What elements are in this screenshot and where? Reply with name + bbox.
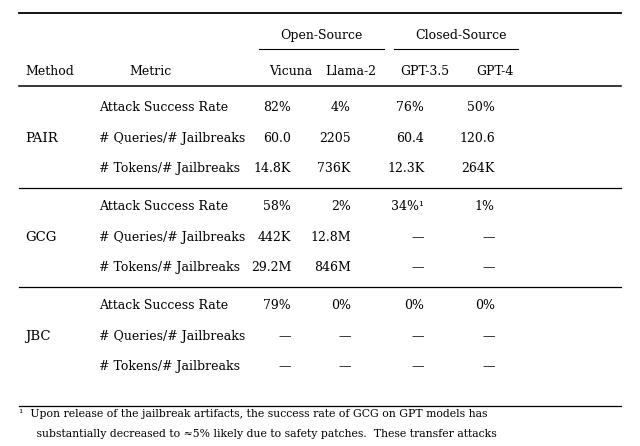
Text: 82%: 82% xyxy=(263,101,291,115)
Text: 58%: 58% xyxy=(263,200,291,214)
Text: —: — xyxy=(412,231,424,244)
Text: 2%: 2% xyxy=(331,200,351,214)
Text: Llama-2: Llama-2 xyxy=(325,65,376,78)
Text: 0%: 0% xyxy=(475,299,495,313)
Text: —: — xyxy=(412,360,424,373)
Text: —: — xyxy=(482,261,495,274)
Text: Vicuna: Vicuna xyxy=(269,65,313,78)
Text: 0%: 0% xyxy=(331,299,351,313)
Text: Open-Source: Open-Source xyxy=(281,29,363,42)
Text: —: — xyxy=(338,360,351,373)
Text: 2205: 2205 xyxy=(319,132,351,145)
Text: —: — xyxy=(482,360,495,373)
Text: 120.6: 120.6 xyxy=(459,132,495,145)
Text: 60.4: 60.4 xyxy=(396,132,424,145)
Text: 12.8M: 12.8M xyxy=(310,231,351,244)
Text: PAIR: PAIR xyxy=(26,132,58,145)
Text: 846M: 846M xyxy=(314,261,351,274)
Text: 34%¹: 34%¹ xyxy=(391,200,424,214)
Text: JBC: JBC xyxy=(26,330,51,343)
Text: Attack Success Rate: Attack Success Rate xyxy=(99,200,228,214)
Text: —: — xyxy=(338,330,351,343)
Text: 14.8K: 14.8K xyxy=(254,162,291,175)
Text: 60.0: 60.0 xyxy=(263,132,291,145)
Text: # Queries/# Jailbreaks: # Queries/# Jailbreaks xyxy=(99,330,246,343)
Text: Attack Success Rate: Attack Success Rate xyxy=(99,299,228,313)
Text: 50%: 50% xyxy=(467,101,495,115)
Text: —: — xyxy=(412,330,424,343)
Text: 79%: 79% xyxy=(264,299,291,313)
Text: ¹  Upon release of the jailbreak artifacts, the success rate of GCG on GPT model: ¹ Upon release of the jailbreak artifact… xyxy=(19,409,488,419)
Text: GCG: GCG xyxy=(26,231,57,244)
Text: 736K: 736K xyxy=(317,162,351,175)
Text: 0%: 0% xyxy=(404,299,424,313)
Text: 4%: 4% xyxy=(331,101,351,115)
Text: Attack Success Rate: Attack Success Rate xyxy=(99,101,228,115)
Text: GPT-3.5: GPT-3.5 xyxy=(400,65,449,78)
Text: —: — xyxy=(482,231,495,244)
Text: —: — xyxy=(412,261,424,274)
Text: 442K: 442K xyxy=(258,231,291,244)
Text: —: — xyxy=(482,330,495,343)
Text: 29.2M: 29.2M xyxy=(251,261,291,274)
Text: —: — xyxy=(278,360,291,373)
Text: Closed-Source: Closed-Source xyxy=(415,29,506,42)
Text: substantially decreased to ≈5% likely due to safety patches.  These transfer att: substantially decreased to ≈5% likely du… xyxy=(19,429,497,439)
Text: # Queries/# Jailbreaks: # Queries/# Jailbreaks xyxy=(99,132,246,145)
Text: 1%: 1% xyxy=(475,200,495,214)
Text: # Tokens/# Jailbreaks: # Tokens/# Jailbreaks xyxy=(99,162,240,175)
Text: 76%: 76% xyxy=(396,101,424,115)
Text: # Tokens/# Jailbreaks: # Tokens/# Jailbreaks xyxy=(99,360,240,373)
Text: —: — xyxy=(278,330,291,343)
Text: Method: Method xyxy=(26,65,74,78)
Text: # Queries/# Jailbreaks: # Queries/# Jailbreaks xyxy=(99,231,246,244)
Text: GPT-4: GPT-4 xyxy=(476,65,513,78)
Text: 264K: 264K xyxy=(461,162,495,175)
Text: # Tokens/# Jailbreaks: # Tokens/# Jailbreaks xyxy=(99,261,240,274)
Text: 12.3K: 12.3K xyxy=(387,162,424,175)
Text: Metric: Metric xyxy=(129,65,172,78)
